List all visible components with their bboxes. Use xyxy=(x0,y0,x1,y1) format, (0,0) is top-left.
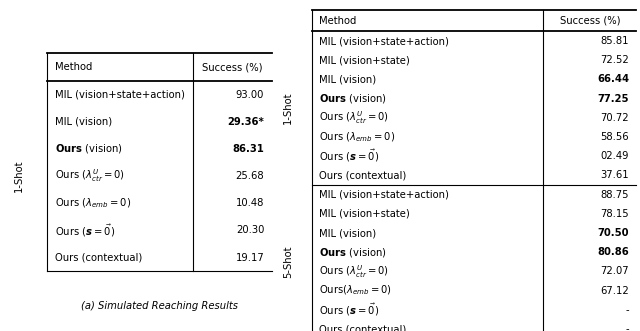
Text: $\mathbf{Ours}$ (vision): $\mathbf{Ours}$ (vision) xyxy=(319,92,387,105)
Text: Ours ($\lambda^{U}_{ctr} = 0$): Ours ($\lambda^{U}_{ctr} = 0$) xyxy=(319,263,389,280)
Text: MIL (vision): MIL (vision) xyxy=(319,74,376,84)
Text: 1-Shot: 1-Shot xyxy=(14,160,24,192)
Text: Success (%): Success (%) xyxy=(202,62,263,72)
Text: Ours ($\boldsymbol{s} = \vec{0}$): Ours ($\boldsymbol{s} = \vec{0}$) xyxy=(319,302,380,318)
Text: 70.72: 70.72 xyxy=(600,113,629,123)
Text: 77.25: 77.25 xyxy=(598,94,629,104)
Text: $\mathbf{Ours}$ (vision): $\mathbf{Ours}$ (vision) xyxy=(319,246,387,259)
Text: Success (%): Success (%) xyxy=(559,16,620,26)
Text: -: - xyxy=(625,324,629,331)
Text: 29.36*: 29.36* xyxy=(227,117,264,127)
Text: Ours ($\lambda_{emb} = 0$): Ours ($\lambda_{emb} = 0$) xyxy=(55,196,131,210)
Text: 10.48: 10.48 xyxy=(236,198,264,208)
Text: 78.15: 78.15 xyxy=(600,209,629,219)
Text: 72.07: 72.07 xyxy=(600,266,629,276)
Text: 67.12: 67.12 xyxy=(600,286,629,296)
Text: $\mathbf{Ours}$ (vision): $\mathbf{Ours}$ (vision) xyxy=(55,142,123,156)
Text: 86.31: 86.31 xyxy=(232,144,264,154)
Text: 80.86: 80.86 xyxy=(597,247,629,257)
Text: -: - xyxy=(625,305,629,315)
Text: 19.17: 19.17 xyxy=(236,253,264,262)
Text: Ours ($\lambda_{emb} = 0$): Ours ($\lambda_{emb} = 0$) xyxy=(319,130,395,144)
Text: Method: Method xyxy=(319,16,356,26)
Text: MIL (vision+state+action): MIL (vision+state+action) xyxy=(319,36,449,46)
Text: MIL (vision+state): MIL (vision+state) xyxy=(319,209,410,219)
Text: MIL (vision): MIL (vision) xyxy=(55,117,112,127)
Text: 72.52: 72.52 xyxy=(600,55,629,65)
Text: Ours ($\lambda^{U}_{ctr} = 0$): Ours ($\lambda^{U}_{ctr} = 0$) xyxy=(319,110,389,126)
Text: Ours (contextual): Ours (contextual) xyxy=(319,170,406,180)
Text: Ours ($\lambda^{U}_{ctr} = 0$): Ours ($\lambda^{U}_{ctr} = 0$) xyxy=(55,168,125,184)
Text: 88.75: 88.75 xyxy=(600,190,629,200)
Text: 93.00: 93.00 xyxy=(236,90,264,100)
Text: 66.44: 66.44 xyxy=(597,74,629,84)
Text: 37.61: 37.61 xyxy=(600,170,629,180)
Text: Ours ($\boldsymbol{s} = \vec{0}$): Ours ($\boldsymbol{s} = \vec{0}$) xyxy=(319,148,380,165)
Text: MIL (vision+state+action): MIL (vision+state+action) xyxy=(55,90,185,100)
Text: 70.50: 70.50 xyxy=(598,228,629,238)
Text: Ours($\lambda_{emb} = 0$): Ours($\lambda_{emb} = 0$) xyxy=(319,284,392,298)
Text: Method: Method xyxy=(55,62,92,72)
Text: Ours (contextual): Ours (contextual) xyxy=(319,324,406,331)
Text: 5-Shot: 5-Shot xyxy=(283,246,293,278)
Text: 58.56: 58.56 xyxy=(600,132,629,142)
Text: MIL (vision+state+action): MIL (vision+state+action) xyxy=(319,190,449,200)
Text: (a) Simulated Reaching Results: (a) Simulated Reaching Results xyxy=(81,301,238,311)
Text: 25.68: 25.68 xyxy=(236,171,264,181)
Text: 1-Shot: 1-Shot xyxy=(283,92,293,124)
Text: 85.81: 85.81 xyxy=(600,36,629,46)
Text: 02.49: 02.49 xyxy=(600,151,629,161)
Text: MIL (vision+state): MIL (vision+state) xyxy=(319,55,410,65)
Text: Ours ($\boldsymbol{s} = \vec{0}$): Ours ($\boldsymbol{s} = \vec{0}$) xyxy=(55,222,115,239)
Text: 20.30: 20.30 xyxy=(236,225,264,235)
Text: MIL (vision): MIL (vision) xyxy=(319,228,376,238)
Text: Ours (contextual): Ours (contextual) xyxy=(55,253,142,262)
